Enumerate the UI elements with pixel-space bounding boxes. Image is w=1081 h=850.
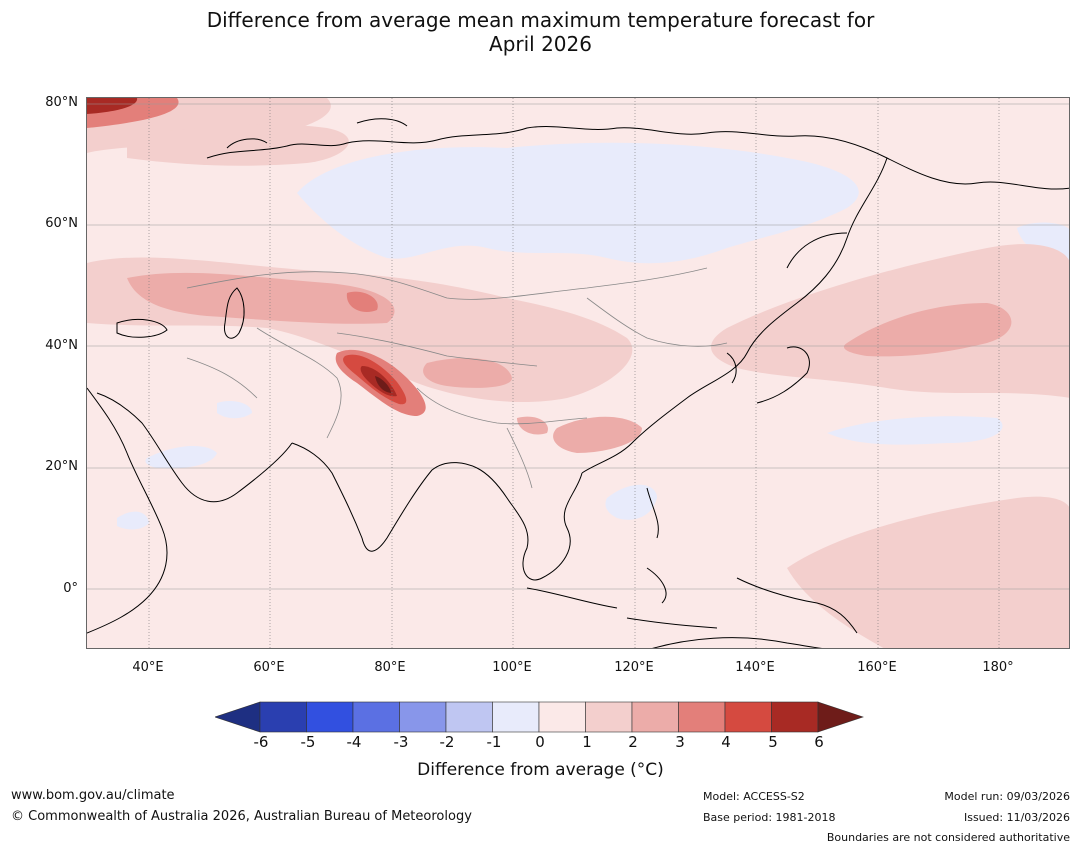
- colorbar-cell: [352, 701, 400, 733]
- lon-label-80e: 80°E: [374, 660, 406, 675]
- website-link[interactable]: www.bom.gov.au/climate: [11, 788, 175, 803]
- lon-label-120e: 120°E: [614, 660, 654, 675]
- colorbar-tick-neg1: -1: [486, 733, 502, 751]
- lon-label-160e: 160°E: [857, 660, 897, 675]
- lat-label-0: 0°: [63, 581, 78, 596]
- colorbar-cell: [585, 701, 633, 733]
- colorbar-cell: [631, 701, 679, 733]
- colorbar-tick-2: 2: [628, 733, 638, 751]
- colorbar-cells: [215, 701, 864, 733]
- colorbar-tick-1: 1: [582, 733, 592, 751]
- colorbar-tick-4: 4: [721, 733, 731, 751]
- colorbar-cell: [771, 701, 819, 733]
- colorbar: [215, 701, 864, 733]
- colorbar-cell: [678, 701, 726, 733]
- forecast-map: [86, 97, 1070, 649]
- colorbar-cell: [399, 701, 447, 733]
- model-text: Model: ACCESS-S2: [703, 790, 805, 803]
- lon-label-60e: 60°E: [253, 660, 285, 675]
- colorbar-tick-neg2: -2: [439, 733, 455, 751]
- colorbar-tick-neg6: -6: [253, 733, 269, 751]
- colorbar-label: Difference from average (°C): [417, 760, 664, 780]
- lat-label-40n: 40°N: [45, 338, 78, 353]
- colorbar-cell: [538, 701, 586, 733]
- lon-label-180: 180°: [982, 660, 1014, 675]
- colorbar-cell: [445, 701, 493, 733]
- lat-label-20n: 20°N: [45, 459, 78, 474]
- colorbar-tick-3: 3: [675, 733, 685, 751]
- model-run-text: Model run: 09/03/2026: [944, 790, 1070, 803]
- map-canvas: [87, 98, 1069, 648]
- colorbar-cell: [306, 701, 354, 733]
- lat-label-80n: 80°N: [45, 95, 78, 110]
- colorbar-tick-neg5: -5: [300, 733, 316, 751]
- colorbar-tick-6: 6: [814, 733, 824, 751]
- coastlines: [87, 118, 1069, 648]
- colorbar-tick-neg4: -4: [346, 733, 362, 751]
- lon-label-140e: 140°E: [735, 660, 775, 675]
- lat-label-60n: 60°N: [45, 216, 78, 231]
- title-line-2: April 2026: [489, 32, 592, 56]
- map-title: Difference from average mean maximum tem…: [0, 8, 1081, 56]
- copyright-text: © Commonwealth of Australia 2026, Austra…: [11, 809, 472, 824]
- colorbar-cell: [724, 701, 772, 733]
- graticule: [87, 98, 1069, 648]
- anomaly-fill: [87, 98, 1069, 648]
- country-borders: [186, 267, 728, 489]
- colorbar-cell: [817, 701, 864, 733]
- title-line-1: Difference from average mean maximum tem…: [206, 8, 875, 32]
- colorbar-cell: [259, 701, 307, 733]
- disclaimer-text: Boundaries are not considered authoritat…: [826, 831, 1070, 844]
- lon-label-100e: 100°E: [492, 660, 532, 675]
- colorbar-cell: [215, 701, 261, 733]
- lon-label-40e: 40°E: [132, 660, 164, 675]
- colorbar-tick-neg3: -3: [393, 733, 409, 751]
- base-period-text: Base period: 1981-2018: [703, 811, 836, 824]
- colorbar-tick-0: 0: [535, 733, 545, 751]
- issued-text: Issued: 11/03/2026: [963, 811, 1070, 824]
- colorbar-tick-5: 5: [768, 733, 778, 751]
- colorbar-cell: [492, 701, 540, 733]
